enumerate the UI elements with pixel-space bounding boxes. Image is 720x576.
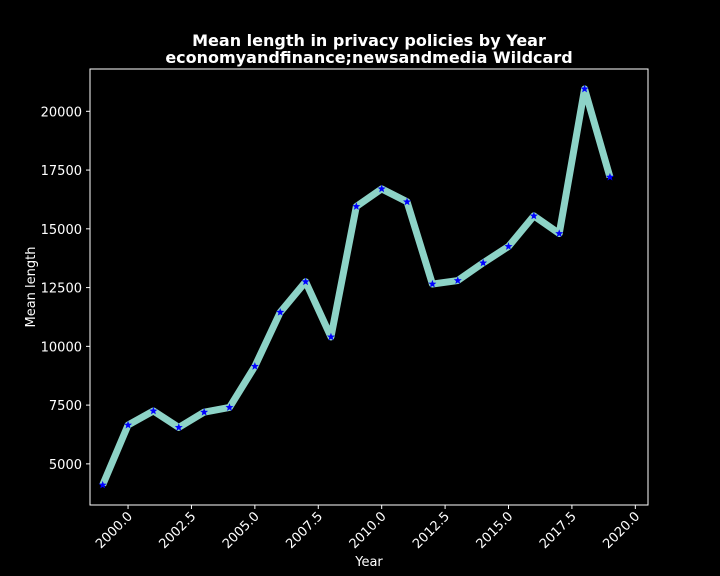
y-tick-label: 15000 [41, 223, 82, 238]
x-tick-label: 2017.5 [537, 509, 580, 552]
x-tick-label: 2015.0 [474, 509, 517, 552]
x-axis: 2000.0 2002.5 2005.0 2007.5 2010.0 2012.5 2015… [93, 505, 643, 552]
x-tick-label: 2000.0 [93, 509, 136, 552]
y-tick-label: 5000 [49, 458, 82, 473]
y-tick-label: 10000 [41, 340, 82, 355]
y-tick-label: 17500 [41, 164, 82, 179]
data-point-marker [504, 242, 513, 250]
data-point-marker [453, 276, 462, 284]
x-tick-label: 2007.5 [283, 509, 326, 552]
y-tick-label: 20000 [41, 105, 82, 120]
data-point-marker [555, 229, 564, 237]
chart-title: Mean length in privacy policies by Year [192, 31, 546, 50]
data-point-marker [403, 197, 412, 206]
data-point-marker [301, 277, 310, 286]
x-tick-label: 2005.0 [220, 509, 263, 552]
y-tick-label: 12500 [41, 282, 82, 297]
data-point-marker [149, 406, 158, 415]
x-axis-label: Year [354, 555, 383, 570]
plot-area [89, 68, 649, 506]
y-axis: 5000 7500 10000 12500 15000 17500 20000 [41, 105, 90, 473]
data-point-marker [276, 308, 285, 316]
x-tick-label: 2010.0 [347, 509, 390, 552]
data-point-marker [98, 480, 107, 489]
data-point-marker [352, 202, 361, 210]
x-tick-label: 2020.0 [600, 509, 643, 552]
data-point-marker [605, 172, 614, 181]
data-point-marker [428, 279, 437, 288]
chart-subtitle: economyandfinance;newsandmedia Wildcard [165, 48, 572, 67]
data-point-marker [529, 211, 538, 220]
y-tick-label: 7500 [49, 399, 82, 414]
data-point-marker [250, 362, 259, 370]
data-point-marker [225, 403, 234, 411]
x-tick-label: 2002.5 [157, 509, 200, 552]
data-point-marker [580, 84, 589, 93]
data-point-marker [479, 258, 488, 267]
data-point-marker [326, 332, 335, 341]
y-axis-label: Mean length [24, 247, 39, 328]
series-layer [98, 84, 614, 489]
data-point-marker [124, 420, 133, 429]
data-point-marker [377, 184, 386, 193]
data-point-marker [200, 407, 209, 416]
x-tick-label: 2012.5 [410, 509, 453, 552]
data-point-marker [174, 423, 183, 431]
